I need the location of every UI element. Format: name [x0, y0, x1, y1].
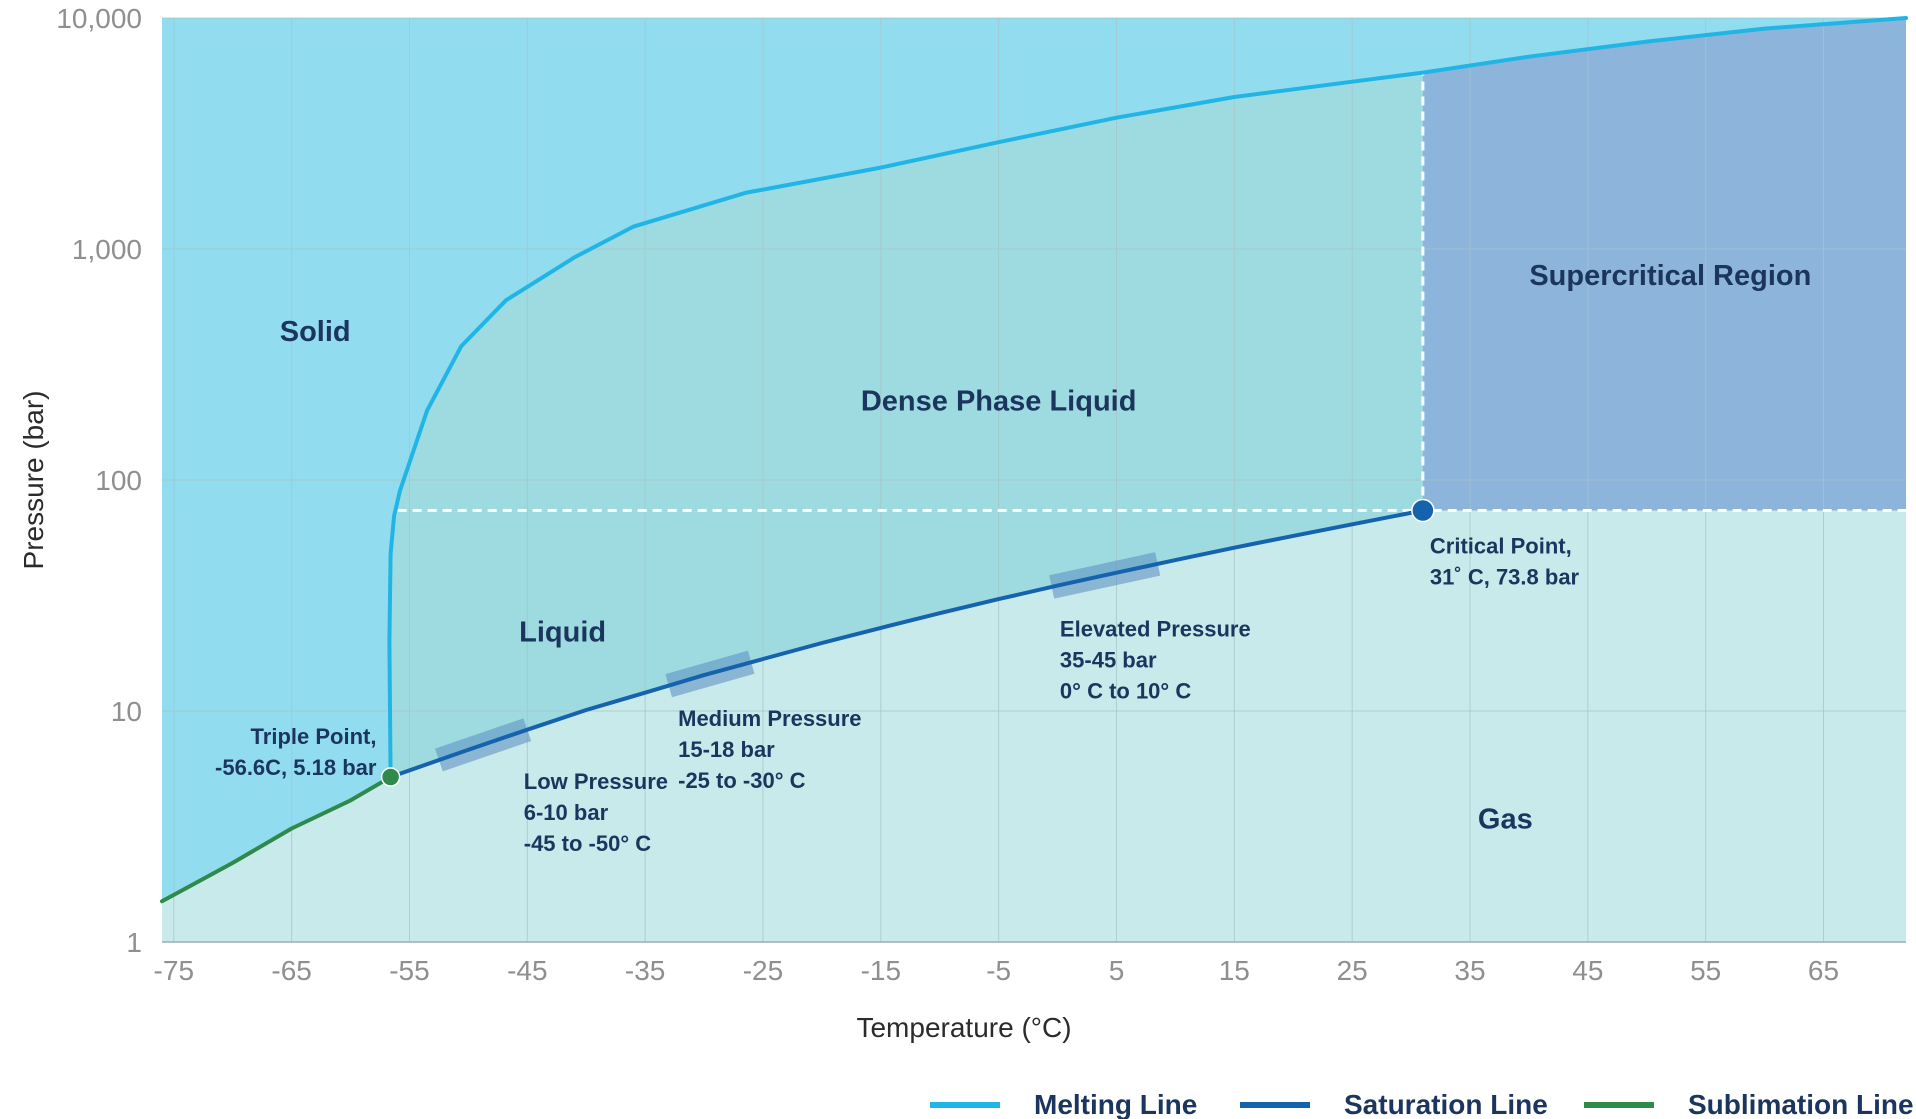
region-label-dense-phase-liquid: Dense Phase Liquid	[861, 385, 1137, 417]
y-tick-label: 10	[111, 696, 142, 727]
y-tick-label: 10,000	[56, 3, 142, 34]
region-label-gas: Gas	[1478, 803, 1533, 835]
low-pressure-label-line: Low Pressure	[524, 769, 668, 794]
x-tick-label: -5	[986, 955, 1011, 986]
region-label-supercritical-region: Supercritical Region	[1529, 260, 1811, 292]
x-tick-label: 35	[1454, 955, 1485, 986]
saturation-line	[388, 508, 1425, 779]
y-tick-label: 100	[95, 465, 142, 496]
elevated-pressure-label-line: 0° C to 10° C	[1060, 679, 1191, 704]
medium-pressure-label-line: Medium Pressure	[678, 706, 861, 731]
y-tick-label: 1,000	[72, 234, 142, 265]
legend: Melting Line Saturation Line Sublimation L…	[930, 1089, 1914, 1119]
x-tick-label: 55	[1690, 955, 1721, 986]
x-tick-label: -35	[625, 955, 665, 986]
x-tick-label: -75	[154, 955, 194, 986]
critical-point-marker	[1411, 498, 1435, 523]
x-tick-label: 25	[1337, 955, 1368, 986]
x-tick-label: 65	[1808, 955, 1839, 986]
triple-point-label-line: -56.6C, 5.18 bar	[215, 755, 377, 780]
legend-label-melting-line: Melting Line	[1034, 1089, 1197, 1119]
triple-point-marker	[380, 767, 401, 787]
x-tick-label: -15	[861, 955, 901, 986]
x-tick-label: 45	[1572, 955, 1603, 986]
elevated-pressure-label-line: 35-45 bar	[1060, 648, 1157, 673]
region-label-solid: Solid	[280, 316, 351, 348]
x-tick-label: -55	[389, 955, 429, 986]
critical-point-label-line: Critical Point,	[1430, 534, 1572, 559]
x-tick-label: 15	[1219, 955, 1250, 986]
x-tick-label: 5	[1109, 955, 1125, 986]
medium-pressure-label-line: -25 to -30° C	[678, 768, 805, 793]
region-supercritical	[1422, 18, 1906, 511]
triple-point-label-line: Triple Point,	[251, 724, 377, 749]
x-tick-label: -65	[271, 955, 311, 986]
sublimation-line	[160, 775, 393, 904]
x-axis-title: Temperature (°C)	[856, 1012, 1071, 1043]
low-pressure-label-line: 6-10 bar	[524, 800, 609, 825]
melting-line	[387, 16, 1908, 779]
elevated-pressure-label-line: Elevated Pressure	[1060, 617, 1251, 642]
x-tick-label: -45	[507, 955, 547, 986]
phase-lines	[160, 16, 1908, 904]
x-tick-label: -25	[743, 955, 783, 986]
legend-label-sublimation-line: Sublimation Line	[1688, 1089, 1914, 1119]
y-axis-title: Pressure (bar)	[18, 391, 49, 570]
axes: -75 -65 -55 -45 -35 -25 -15 -5 5 15 25 35 45 55 651101…	[18, 3, 1906, 1043]
critical-point-label-line: 31˚ C, 73.8 bar	[1430, 565, 1580, 590]
legend-label-saturation-line: Saturation Line	[1344, 1089, 1548, 1119]
y-tick-label: 1	[126, 927, 142, 958]
medium-pressure-label-line: 15-18 bar	[678, 737, 775, 762]
region-label-liquid: Liquid	[519, 616, 606, 648]
special-points	[380, 498, 1435, 787]
low-pressure-label-line: -45 to -50° C	[524, 831, 651, 856]
annotations: Solid Dense Phase Liquid Liquid Supercritic…	[215, 260, 1811, 856]
